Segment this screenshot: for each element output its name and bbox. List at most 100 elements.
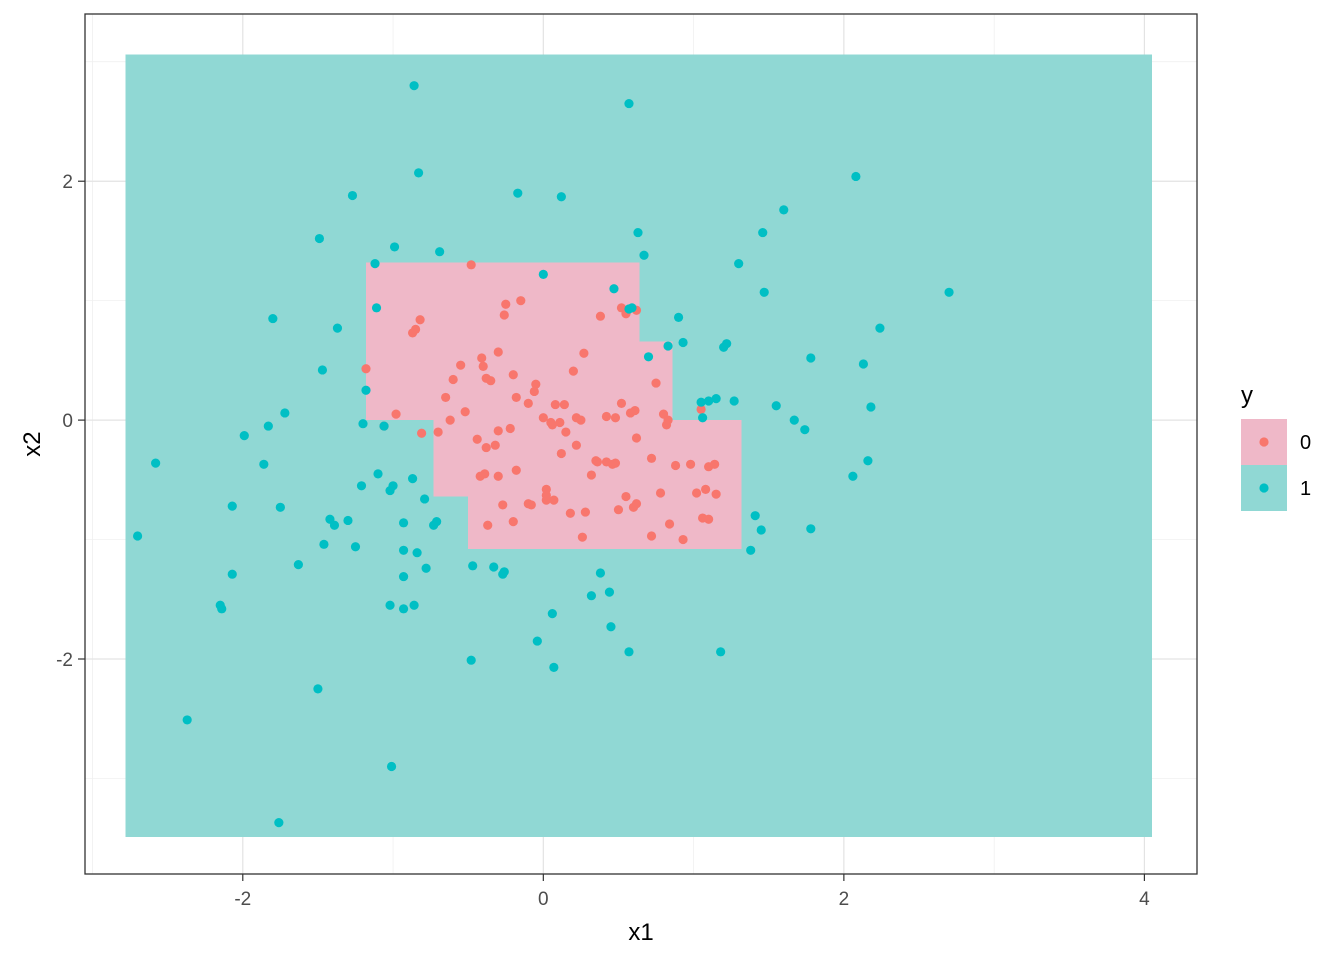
point-class-0 — [661, 420, 672, 430]
x-axis-title: x1 — [628, 919, 653, 946]
point-class-1 — [385, 600, 395, 610]
point-class-0 — [701, 484, 711, 494]
point-class-1 — [239, 431, 249, 441]
point-class-1 — [771, 401, 781, 411]
point-class-1 — [789, 415, 799, 425]
legend-point-1 — [1259, 483, 1269, 493]
point-class-1 — [385, 485, 395, 496]
point-class-0 — [576, 415, 586, 425]
point-class-1 — [756, 525, 766, 535]
point-class-1 — [806, 524, 816, 534]
point-class-0 — [523, 398, 533, 408]
point-class-1 — [643, 352, 654, 362]
point-class-1 — [217, 604, 227, 614]
legend: y 0 1 — [1241, 382, 1311, 511]
point-class-0 — [481, 442, 491, 453]
point-class-0 — [565, 508, 575, 518]
point-class-1 — [609, 284, 619, 294]
point-class-0 — [646, 531, 657, 541]
data-points — [132, 81, 954, 828]
point-class-1 — [420, 494, 430, 504]
point-class-1 — [851, 171, 861, 182]
point-class-1 — [704, 396, 714, 406]
point-class-1 — [314, 233, 325, 244]
point-class-1 — [624, 98, 634, 109]
point-class-1 — [678, 337, 688, 348]
legend-point-0 — [1259, 437, 1269, 447]
x-tick-label: 0 — [538, 889, 549, 910]
point-class-1 — [716, 647, 726, 657]
point-class-0 — [508, 517, 518, 527]
point-class-1 — [263, 421, 273, 431]
point-class-0 — [630, 405, 640, 416]
x-tick-label: 2 — [839, 889, 850, 910]
point-class-1 — [858, 359, 869, 369]
point-class-0 — [433, 427, 443, 437]
point-class-1 — [722, 339, 732, 349]
region-class-0 — [468, 420, 742, 550]
point-class-1 — [313, 684, 323, 694]
point-class-0 — [472, 434, 482, 444]
point-class-0 — [607, 459, 618, 469]
point-class-0 — [616, 398, 627, 408]
point-class-0 — [696, 404, 706, 414]
y-axis-title: x2 — [19, 431, 46, 456]
point-class-0 — [592, 457, 603, 467]
point-class-1 — [800, 425, 810, 435]
y-tick-label: 2 — [62, 172, 73, 193]
point-class-0 — [480, 469, 490, 479]
point-class-1 — [407, 474, 418, 484]
point-class-0 — [704, 514, 714, 524]
point-class-1 — [758, 227, 768, 238]
plot-panel-border — [84, 13, 1198, 875]
point-class-0 — [448, 374, 458, 385]
legend-label-1: 1 — [1300, 478, 1311, 500]
point-class-1 — [750, 511, 760, 521]
point-class-0 — [501, 299, 511, 309]
point-class-1 — [606, 622, 616, 632]
class-regions — [125, 54, 1152, 837]
point-class-1 — [673, 312, 684, 322]
point-class-1 — [663, 341, 673, 351]
point-class-0 — [456, 360, 466, 370]
point-class-0 — [631, 433, 642, 443]
point-class-0 — [556, 448, 566, 459]
point-class-1 — [944, 287, 954, 297]
point-class-0 — [505, 423, 515, 434]
point-class-1 — [711, 394, 721, 404]
point-class-1 — [398, 604, 409, 614]
point-class-0 — [651, 378, 661, 388]
point-class-0 — [410, 324, 421, 334]
x-tick-label: 4 — [1139, 889, 1150, 910]
point-class-0 — [531, 379, 541, 389]
point-class-0 — [549, 495, 559, 505]
legend-title: y — [1241, 382, 1253, 409]
point-class-0 — [499, 310, 509, 320]
point-class-1 — [343, 515, 353, 526]
point-class-0 — [526, 500, 536, 510]
point-class-0 — [361, 364, 371, 374]
point-class-0 — [571, 440, 581, 450]
point-class-1 — [624, 647, 634, 657]
point-class-1 — [549, 662, 559, 672]
point-class-1 — [547, 609, 557, 619]
point-class-1 — [746, 545, 756, 555]
point-class-1 — [412, 548, 422, 558]
point-class-0 — [477, 353, 487, 363]
point-class-1 — [317, 365, 328, 375]
point-class-0 — [511, 392, 521, 403]
point-class-1 — [729, 396, 739, 406]
point-class-0 — [547, 420, 557, 430]
point-class-0 — [417, 428, 427, 438]
point-class-1 — [347, 190, 358, 201]
point-class-1 — [532, 636, 542, 646]
point-class-1 — [421, 563, 431, 573]
point-class-0 — [541, 484, 551, 494]
point-class-1 — [151, 458, 161, 468]
point-class-1 — [863, 456, 873, 466]
region-class-0 — [366, 262, 640, 421]
point-class-0 — [466, 260, 476, 270]
point-class-1 — [293, 560, 303, 570]
point-class-1 — [866, 402, 876, 412]
